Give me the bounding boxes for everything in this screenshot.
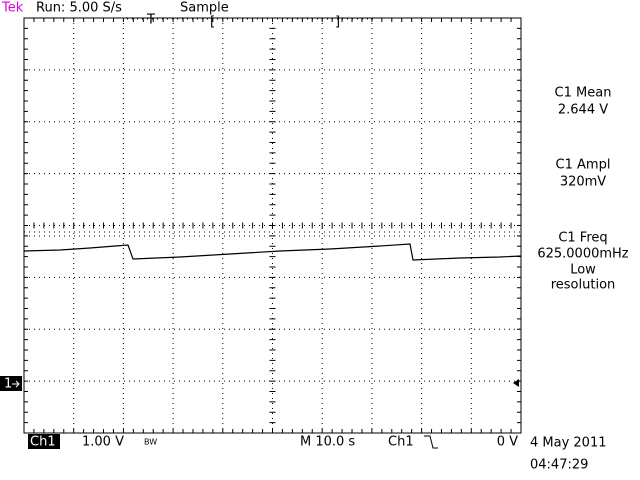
trigger-source: Ch1 (388, 435, 414, 450)
graticule-border (23, 17, 522, 434)
measurement-note: resolution (551, 278, 616, 293)
channel-marker-box (0, 376, 22, 391)
trigger-slope (424, 435, 438, 449)
measurement-label: C1 Freq (558, 231, 607, 246)
record-start: [ (210, 15, 215, 30)
time: 04:47:29 (530, 458, 588, 473)
brand: Tek (1, 1, 24, 16)
channel-marker-arrow (12, 380, 20, 388)
measurement-value: 320mV (560, 175, 606, 190)
date: 4 May 2011 (530, 436, 607, 451)
acquisition-status: Run: 5.00 S/s (36, 1, 122, 16)
vertical-scale: 1.00 V (82, 435, 124, 450)
channel: Ch1 (30, 435, 56, 450)
trigger-level-arrow (513, 379, 519, 387)
measurement-label: C1 Ampl (556, 158, 611, 173)
timebase: M 10.0 s (300, 435, 355, 450)
measurement-note: Low (570, 263, 596, 278)
waveform (23, 243, 522, 261)
measurement-label: C1 Mean (555, 86, 612, 101)
measurement-value: 625.0000mHz (537, 247, 628, 262)
channel-marker: 1 (4, 377, 12, 392)
channel-box (28, 434, 60, 449)
measurement-value: 2.644 V (558, 103, 608, 118)
acquisition-mode: Sample (180, 1, 229, 16)
graticule (24, 18, 521, 433)
bandwidth-limit: BW (144, 438, 157, 447)
trigger-level: 0 V (497, 435, 518, 450)
record-end: ] (335, 15, 340, 30)
trigger-position: T (146, 13, 155, 28)
